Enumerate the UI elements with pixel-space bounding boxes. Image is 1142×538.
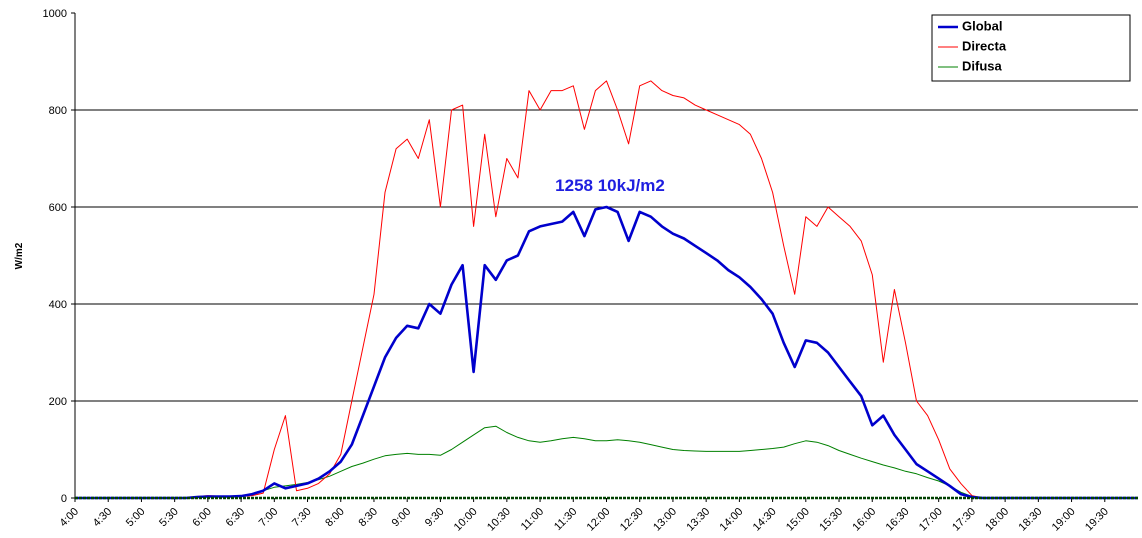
x-tick-label: 9:30 [423,506,447,530]
x-tick-label: 15:30 [817,506,845,534]
y-tick-label: 1000 [43,8,67,20]
x-tick-label: 4:30 [91,506,115,530]
x-tick-label: 18:00 [983,506,1011,534]
x-tick-label: 19:00 [1050,506,1078,534]
x-tick-label: 10:00 [452,506,480,534]
x-tick-label: 12:00 [585,506,613,534]
legend-label: Difusa [962,58,1003,73]
x-tick-label: 18:30 [1017,506,1045,534]
x-tick-label: 8:30 [356,506,380,530]
x-tick-label: 6:00 [190,506,214,530]
legend-label: Global [962,18,1002,33]
x-tick-label: 14:30 [751,506,779,534]
legend-label: Directa [962,38,1007,53]
annotation: 1258 10kJ/m2 [555,176,665,195]
y-tick-label: 600 [49,202,67,214]
x-tick-label: 7:00 [257,506,281,530]
x-tick-label: 11:00 [519,506,546,533]
x-tick-label: 16:00 [850,506,878,534]
x-tick-label: 8:00 [323,506,347,530]
x-tick-label: 11:30 [552,506,579,533]
x-tick-label: 5:30 [157,506,181,530]
x-tick-label: 16:30 [884,506,912,534]
x-tick-label: 15:00 [784,506,812,534]
series-line [75,425,1138,499]
y-axis-label: W/m2 [14,242,25,269]
x-tick-label: 6:30 [224,506,248,530]
x-tick-label: 12:30 [618,506,646,534]
x-tick-label: 17:30 [950,506,978,534]
x-tick-label: 13:00 [651,506,679,534]
x-tick-label: 10:30 [485,506,513,534]
x-tick-label: 7:30 [290,506,314,530]
x-tick-label: 5:00 [124,506,148,530]
x-tick-label: 4:00 [57,506,81,530]
y-tick-label: 800 [49,105,67,117]
x-tick-label: 14:00 [718,506,746,534]
series-line [75,205,1138,500]
x-tick-label: 9:00 [390,506,414,530]
x-tick-label: 13:30 [684,506,712,534]
x-tick-label: 19:30 [1083,506,1111,534]
y-tick-label: 0 [61,493,67,505]
legend-box [931,14,1131,82]
y-tick-label: 200 [49,396,67,408]
x-tick-label: 17:00 [917,506,945,534]
y-tick-label: 400 [49,299,67,311]
series-line [75,80,1138,499]
